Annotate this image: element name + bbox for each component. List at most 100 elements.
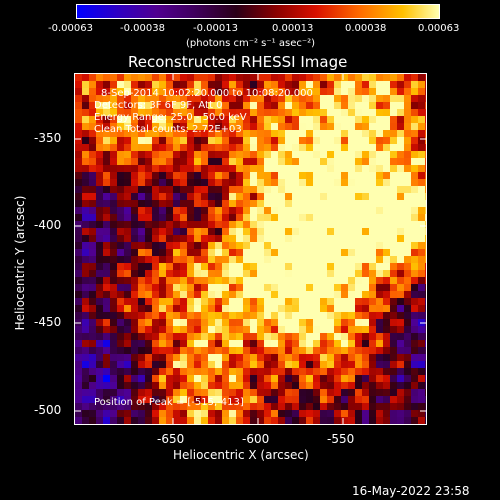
image-pixel xyxy=(173,256,180,263)
image-pixel xyxy=(418,151,425,158)
image-pixel xyxy=(355,95,362,102)
image-pixel xyxy=(82,312,89,319)
image-pixel xyxy=(257,144,264,151)
image-pixel xyxy=(327,137,334,144)
image-pixel xyxy=(138,263,145,270)
image-pixel xyxy=(411,340,418,347)
image-pixel xyxy=(215,165,222,172)
image-pixel xyxy=(110,354,117,361)
image-pixel xyxy=(187,326,194,333)
image-pixel xyxy=(362,81,369,88)
image-pixel xyxy=(278,193,285,200)
image-pixel xyxy=(299,354,306,361)
image-pixel xyxy=(215,81,222,88)
image-pixel xyxy=(327,354,334,361)
image-pixel xyxy=(243,151,250,158)
image-pixel xyxy=(96,221,103,228)
image-pixel xyxy=(250,340,257,347)
image-pixel xyxy=(180,221,187,228)
image-pixel xyxy=(82,319,89,326)
image-pixel xyxy=(411,137,418,144)
image-pixel xyxy=(236,88,243,95)
image-pixel xyxy=(327,228,334,235)
image-pixel xyxy=(292,172,299,179)
image-pixel xyxy=(425,221,426,228)
image-pixel xyxy=(222,298,229,305)
image-pixel xyxy=(369,221,376,228)
image-pixel xyxy=(327,116,334,123)
image-pixel xyxy=(145,179,152,186)
image-pixel xyxy=(425,382,426,389)
image-pixel xyxy=(75,410,82,417)
image-pixel xyxy=(180,179,187,186)
image-pixel xyxy=(124,235,131,242)
image-pixel xyxy=(313,165,320,172)
image-pixel xyxy=(82,109,89,116)
image-pixel xyxy=(131,221,138,228)
image-pixel xyxy=(201,151,208,158)
image-pixel xyxy=(110,74,117,81)
image-pixel xyxy=(250,221,257,228)
image-pixel xyxy=(397,340,404,347)
image-pixel xyxy=(320,207,327,214)
image-pixel xyxy=(327,382,334,389)
image-pixel xyxy=(124,186,131,193)
image-pixel xyxy=(124,228,131,235)
image-pixel xyxy=(124,347,131,354)
image-pixel xyxy=(411,417,418,424)
image-pixel xyxy=(138,270,145,277)
image-pixel xyxy=(103,193,110,200)
image-pixel xyxy=(180,95,187,102)
image-pixel xyxy=(264,102,271,109)
image-pixel xyxy=(222,221,229,228)
image-pixel xyxy=(117,263,124,270)
image-pixel xyxy=(117,144,124,151)
image-pixel xyxy=(124,256,131,263)
image-pixel xyxy=(369,165,376,172)
image-pixel xyxy=(89,165,96,172)
image-pixel xyxy=(320,137,327,144)
image-pixel xyxy=(236,130,243,137)
image-pixel xyxy=(166,81,173,88)
image-pixel xyxy=(306,109,313,116)
image-pixel xyxy=(369,319,376,326)
image-pixel xyxy=(362,375,369,382)
image-pixel xyxy=(236,361,243,368)
image-pixel xyxy=(383,298,390,305)
image-pixel xyxy=(306,270,313,277)
image-pixel xyxy=(89,326,96,333)
image-pixel xyxy=(145,354,152,361)
image-pixel xyxy=(369,270,376,277)
image-pixel xyxy=(348,186,355,193)
image-pixel xyxy=(313,123,320,130)
image-pixel xyxy=(327,158,334,165)
image-pixel xyxy=(397,305,404,312)
image-pixel xyxy=(383,375,390,382)
image-pixel xyxy=(271,410,278,417)
image-pixel xyxy=(264,88,271,95)
image-pixel xyxy=(110,417,117,424)
image-pixel xyxy=(110,144,117,151)
image-pixel xyxy=(355,256,362,263)
image-pixel xyxy=(131,165,138,172)
image-pixel xyxy=(159,284,166,291)
image-pixel xyxy=(327,249,334,256)
image-pixel xyxy=(299,116,306,123)
image-pixel xyxy=(404,298,411,305)
image-pixel xyxy=(404,312,411,319)
image-pixel xyxy=(152,214,159,221)
image-pixel xyxy=(278,130,285,137)
image-pixel xyxy=(89,284,96,291)
image-pixel xyxy=(124,375,131,382)
image-pixel xyxy=(166,270,173,277)
image-pixel xyxy=(201,382,208,389)
image-pixel xyxy=(376,228,383,235)
image-pixel xyxy=(138,305,145,312)
image-pixel xyxy=(201,375,208,382)
image-pixel xyxy=(299,284,306,291)
image-pixel xyxy=(229,277,236,284)
image-pixel xyxy=(145,221,152,228)
image-pixel xyxy=(243,277,250,284)
image-pixel xyxy=(313,319,320,326)
image-pixel xyxy=(271,298,278,305)
